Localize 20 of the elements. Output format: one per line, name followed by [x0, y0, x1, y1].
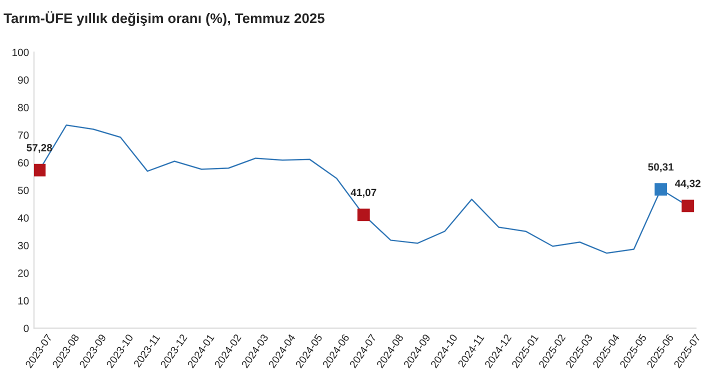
- point: [357, 208, 370, 222]
- y-tick-label: 60: [18, 159, 29, 167]
- data-label: 44,32: [674, 180, 700, 189]
- y-tick-label: 20: [18, 270, 29, 277]
- data-label: 41,07: [350, 188, 376, 198]
- y-tick-label: 80: [18, 104, 29, 112]
- chart-title: Tarım-ÜFE yıllık değişim oranı (%), Temmuz 2025: [4, 11, 324, 26]
- point: [654, 183, 668, 196]
- y-tick-label: 70: [18, 132, 29, 139]
- y-tick-label: 0: [24, 324, 29, 332]
- y-tick-label: 40: [18, 214, 29, 222]
- y-tick-label: 10: [18, 297, 29, 305]
- y-tick-label: 30: [18, 242, 29, 250]
- data-label: 50,31: [648, 163, 674, 172]
- point: [682, 200, 694, 212]
- y-tick-label: 100: [12, 48, 29, 56]
- data-label: 57,28: [26, 144, 52, 153]
- y-tick-label: 90: [18, 76, 29, 84]
- point: [34, 164, 46, 176]
- y-tick-label: 50: [18, 186, 29, 194]
